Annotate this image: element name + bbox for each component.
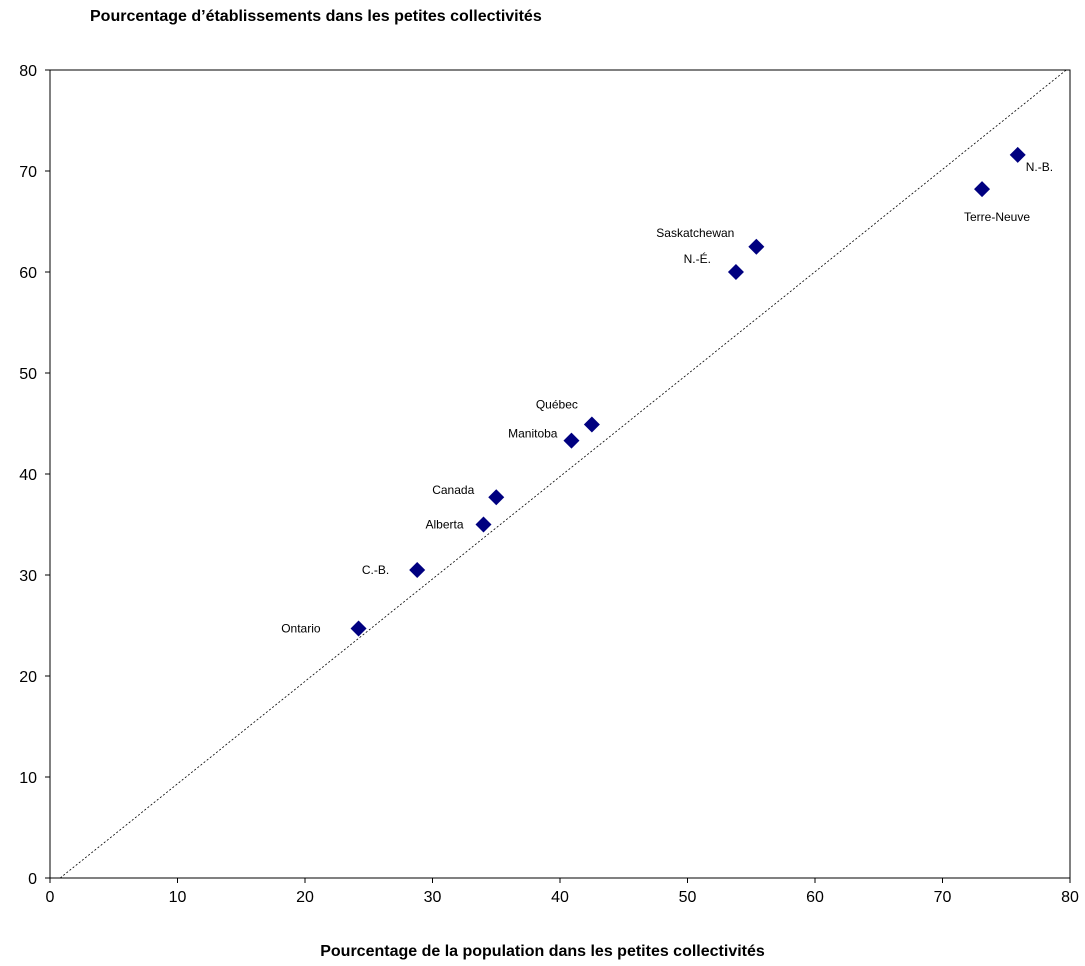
x-tick-label: 50 — [679, 889, 697, 906]
data-point-label: Alberta — [425, 518, 463, 532]
data-point-label: N.-É. — [684, 251, 711, 266]
y-tick-label: 0 — [28, 871, 37, 888]
y-tick-label: 70 — [19, 164, 37, 181]
reference-line — [59, 69, 1067, 879]
data-point-label: Canada — [432, 483, 474, 497]
data-point-marker — [583, 416, 600, 433]
data-point-label: N.-B. — [1026, 160, 1053, 174]
x-tick-label: 60 — [806, 889, 824, 906]
data-point-label: Ontario — [281, 622, 321, 636]
x-tick-label: 70 — [934, 889, 952, 906]
x-axis-title: Pourcentage de la population dans les pe… — [320, 943, 765, 960]
data-point-marker — [488, 489, 505, 506]
data-point-marker — [748, 238, 765, 255]
data-point-marker — [727, 264, 744, 280]
y-tick-label: 60 — [19, 265, 37, 282]
data-point-marker — [563, 432, 580, 449]
x-tick-label: 40 — [551, 889, 569, 906]
x-tick-label: 10 — [169, 889, 187, 906]
x-tick-label: 80 — [1061, 889, 1079, 906]
data-point-marker — [475, 516, 492, 533]
chart-title: Pourcentage d’établissements dans les pe… — [90, 8, 542, 25]
data-point-marker — [974, 181, 991, 198]
y-tick-label: 40 — [19, 467, 37, 484]
data-point-label: Saskatchewan — [656, 226, 734, 240]
y-tick-label: 30 — [19, 568, 37, 585]
data-point-label: Terre-Neuve — [964, 210, 1030, 224]
data-point-marker — [350, 620, 367, 637]
data-point-marker — [1009, 146, 1026, 163]
y-tick-label: 80 — [19, 63, 37, 80]
y-tick-label: 50 — [19, 366, 37, 383]
y-tick-label: 20 — [19, 669, 37, 686]
y-tick-label: 10 — [19, 770, 37, 787]
x-tick-label: 20 — [296, 889, 314, 906]
data-point-label: C.-B. — [362, 563, 389, 577]
x-tick-label: 0 — [46, 889, 55, 906]
data-point-label: Québec — [536, 398, 578, 412]
data-point-label: Manitoba — [508, 427, 558, 441]
x-tick-label: 30 — [424, 889, 442, 906]
data-point-marker — [409, 561, 426, 578]
plot-frame — [49, 69, 1071, 879]
